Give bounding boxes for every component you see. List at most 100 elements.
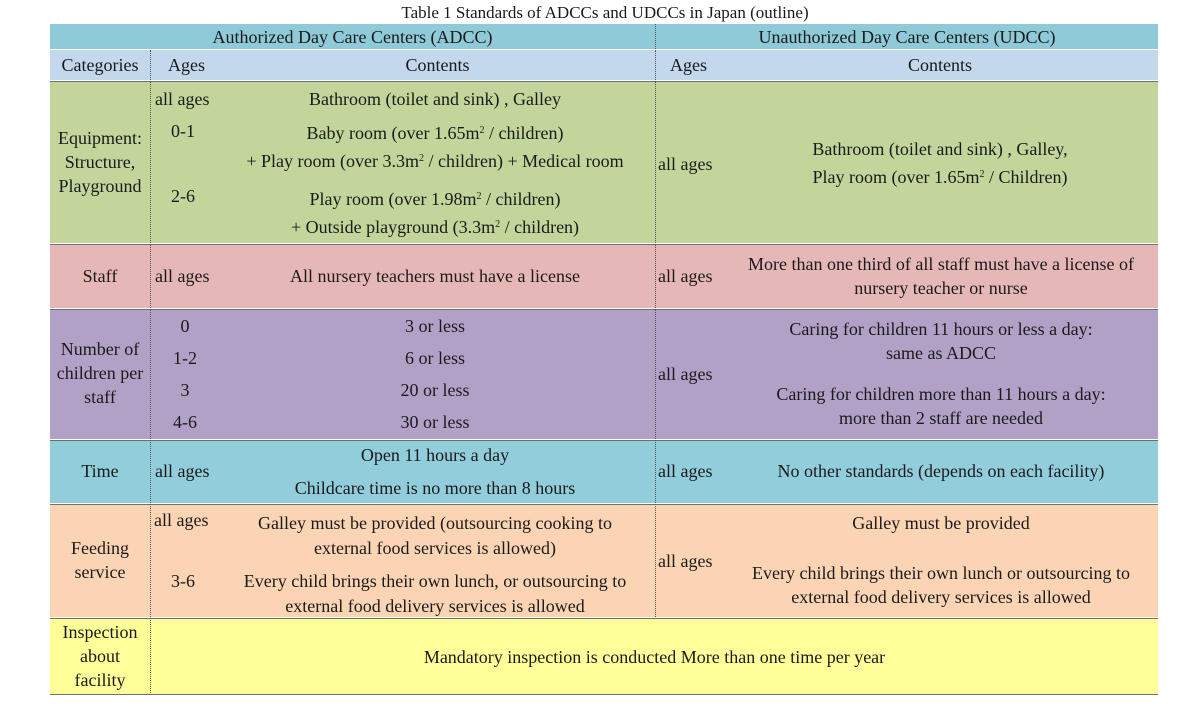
content-cell: Play room (over 1.98m2 / children) <box>200 187 670 211</box>
divider <box>655 309 656 439</box>
content-text: / children) + Medical room <box>424 151 624 171</box>
age-cell: all ages <box>155 266 210 286</box>
category-inspection: Inspection about facility <box>50 620 150 692</box>
row-border <box>50 440 1158 441</box>
content-cell: nursery teacher or nurse <box>854 278 1028 298</box>
age-cell: all ages <box>658 266 713 286</box>
content-cell: same as ADCC <box>886 343 996 363</box>
content-text: / Children) <box>984 167 1068 187</box>
category-line: Feeding <box>71 538 129 558</box>
content-text: + Play room (over 3.3m <box>246 151 420 171</box>
divider <box>150 244 151 308</box>
content-cell: 30 or less <box>400 412 470 432</box>
divider <box>150 440 151 503</box>
row-time: Time all ages Open 11 hours a day Childc… <box>50 440 1158 503</box>
divider <box>150 50 151 80</box>
divider <box>150 81 151 243</box>
age-cell: 0 <box>180 316 190 336</box>
age-cell: all ages <box>658 364 713 384</box>
content-cell: Every child brings their own lunch or ou… <box>752 563 1130 583</box>
row-border <box>50 504 1158 505</box>
age-cell: 0-1 <box>171 121 195 141</box>
row-border <box>50 618 1158 619</box>
age-cell: all ages <box>658 551 713 571</box>
row-inspection: Inspection about facility Mandatory insp… <box>50 618 1158 695</box>
content-cell: Bathroom (toilet and sink) , Galley, <box>812 139 1068 159</box>
adcc-group-header: Authorized Day Care Centers (ADCC) <box>212 27 493 47</box>
divider <box>655 244 656 308</box>
content-cell: Caring for children 11 hours or less a d… <box>789 319 1093 339</box>
category-line: Inspection <box>62 622 138 642</box>
category-line: Playground <box>58 176 142 196</box>
row-staff: Staff all ages All nursery teachers must… <box>50 244 1158 308</box>
superscript: 2 <box>476 191 482 202</box>
header-column-row: Categories Ages Contents Ages Contents <box>50 50 1158 80</box>
divider <box>150 618 151 695</box>
age-cell: all ages <box>155 89 210 109</box>
category-line: facility <box>74 670 126 690</box>
divider <box>655 504 656 617</box>
content-cell: + Outside playground (3.3m2 / children) <box>200 215 670 239</box>
row-children-per-staff: Number of children per staff 0 3 or less… <box>50 309 1158 439</box>
age-cell: 2-6 <box>171 186 195 206</box>
category-equipment: Equipment: Structure, Playground <box>50 126 150 198</box>
content-cell: Bathroom (toilet and sink) , Galley <box>309 89 561 109</box>
age-cell: all ages <box>154 510 209 530</box>
age-cell: 3-6 <box>171 571 195 591</box>
adcc-ages-header: Ages <box>168 55 205 75</box>
age-cell: 4-6 <box>173 412 197 432</box>
content-cell: external food delivery services is allow… <box>791 587 1091 607</box>
age-cell: 3 <box>180 380 190 400</box>
age-cell: all ages <box>155 461 210 481</box>
category-line: Structure, <box>64 152 136 172</box>
categories-header: Categories <box>61 55 139 75</box>
content-cell: external food services is allowed) <box>314 538 556 558</box>
divider <box>150 504 151 617</box>
row-equipment: Equipment: Structure, Playground all age… <box>50 81 1158 243</box>
content-cell: Galley must be provided <box>852 513 1030 533</box>
content-text: / children) <box>484 123 564 143</box>
content-text: Play room (over 1.65m <box>812 167 980 187</box>
content-cell: No other standards (depends on each faci… <box>777 461 1105 481</box>
content-cell: Childcare time is no more than 8 hours <box>294 478 576 498</box>
content-cell: All nursery teachers must have a license <box>290 266 580 286</box>
content-cell: external food delivery services is allow… <box>285 596 585 616</box>
row-border <box>50 694 1158 695</box>
content-cell: More than one third of all staff must ha… <box>747 254 1135 274</box>
divider <box>655 81 656 243</box>
content-text: Baby room (over 1.65m <box>306 123 480 143</box>
content-cell: Caring for children more than 11 hours a… <box>776 384 1106 404</box>
category-children: Number of children per staff <box>50 337 150 409</box>
content-text: Play room (over 1.98m <box>309 189 477 209</box>
category-line: staff <box>84 387 116 407</box>
age-cell: all ages <box>658 154 713 174</box>
divider <box>150 309 151 439</box>
content-cell: + Play room (over 3.3m2 / children) + Me… <box>200 149 670 173</box>
content-text: / children) <box>481 189 561 209</box>
udcc-ages-header: Ages <box>670 55 707 75</box>
category-line: Equipment: <box>58 128 142 148</box>
category-line: about <box>80 646 120 666</box>
row-border <box>50 309 1158 310</box>
category-line: service <box>74 562 126 582</box>
content-cell: Open 11 hours a day <box>360 445 510 465</box>
content-text: + Outside playground (3.3m <box>290 217 496 237</box>
divider <box>655 24 656 49</box>
age-cell: all ages <box>658 461 713 481</box>
content-cell: Baby room (over 1.65m2 / children) <box>200 121 670 145</box>
category-feeding: Feeding service <box>50 536 150 584</box>
superscript: 2 <box>479 125 485 136</box>
table-title: Table 1 Standards of ADCCs and UDCCs in … <box>401 3 809 22</box>
category-time: Time <box>81 461 119 481</box>
content-cell: 3 or less <box>405 316 465 336</box>
superscript: 2 <box>419 153 425 164</box>
divider <box>655 440 656 503</box>
header-group-row: Authorized Day Care Centers (ADCC) Unaut… <box>50 24 1158 49</box>
content-cell: 20 or less <box>400 380 470 400</box>
row-border <box>50 244 1158 245</box>
superscript: 2 <box>979 169 985 180</box>
udcc-contents-header: Contents <box>907 55 972 75</box>
content-cell: Play room (over 1.65m2 / Children) <box>730 165 1150 189</box>
inspection-content: Mandatory inspection is conducted More t… <box>423 647 886 667</box>
content-cell: Galley must be provided (outsourcing coo… <box>258 513 612 533</box>
